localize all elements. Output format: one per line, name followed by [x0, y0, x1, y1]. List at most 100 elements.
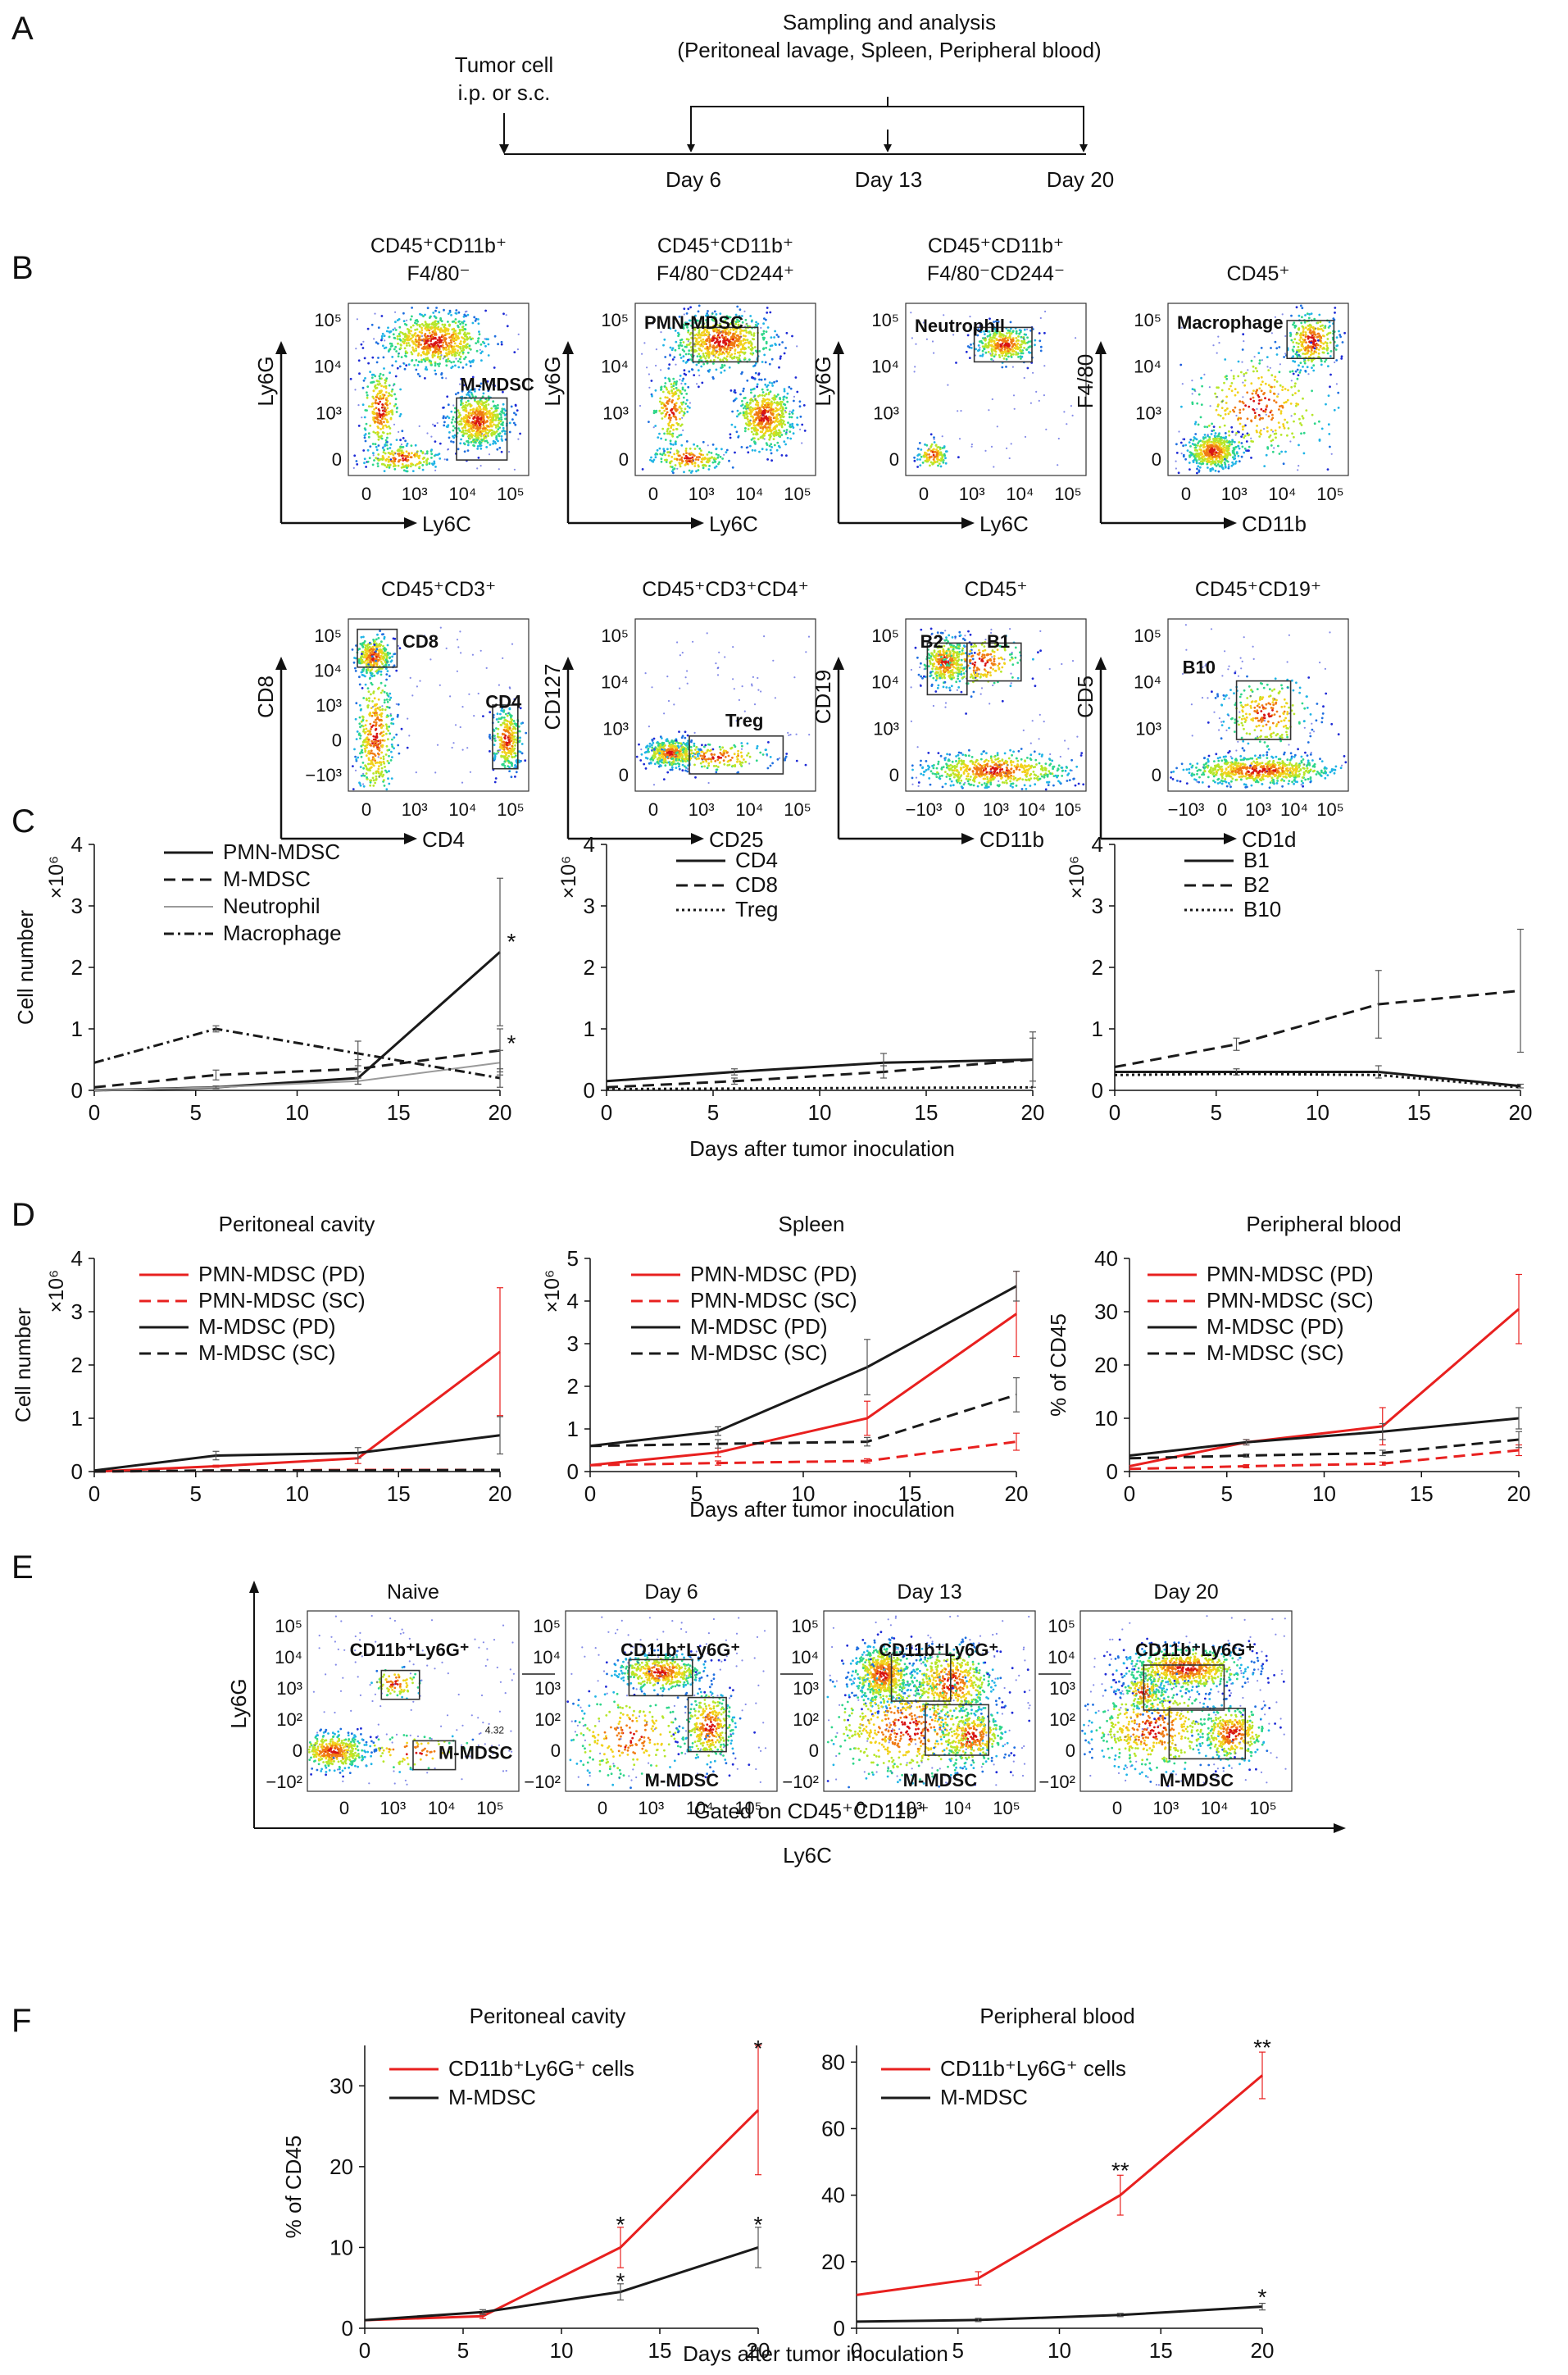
significance-mark: *: [616, 2268, 625, 2294]
y-tick-label: 10²: [276, 1709, 302, 1730]
x-tick-label: 10⁴: [735, 799, 763, 820]
x-tick-label: 10⁵: [1249, 1798, 1277, 1818]
flow-plot-b3: CD45⁺CD11b⁺ F4/80⁻CD244⁻ Neutrophil 10⁵ 10⁴ 1…: [811, 234, 1087, 536]
y-axis-label: CD5: [1073, 676, 1098, 718]
y-tick-label: 10⁵: [601, 626, 629, 646]
y-tick-label: 0: [1107, 1459, 1118, 1484]
gate-label: CD8: [402, 631, 439, 652]
x-tick-label: 10⁴: [1201, 1798, 1229, 1818]
sampling-bracket: [690, 97, 1084, 130]
gate-label: CD4: [485, 692, 522, 712]
y-tick-label: 4: [71, 1246, 83, 1271]
x-tick-label: 10⁴: [735, 484, 763, 504]
y-tick-label: 10⁴: [275, 1647, 302, 1668]
x-tick-label: 10: [285, 1100, 309, 1125]
m-mdsc-label: M-MDSC: [645, 1770, 720, 1790]
y-tick-label: 5: [567, 1246, 579, 1271]
x-tick-label: 15: [1149, 2338, 1173, 2363]
series-line-0: [1129, 1308, 1520, 1467]
y-tick-label: 20: [1094, 1353, 1118, 1377]
series-line-2: [93, 1434, 501, 1472]
x-tick-label: 10⁴: [1018, 799, 1046, 820]
chart-d1: 0 1 2 3 4 0 5 10 15 20 ×10⁶ Cell number Peritoneal c…: [11, 1212, 511, 1506]
y-tick-label: 0: [1152, 449, 1161, 470]
x-tick-label: 0: [339, 1798, 349, 1818]
x-tick-label: 10: [808, 1100, 832, 1125]
x-tick-label: 5: [190, 1100, 202, 1125]
legend-label: M-MDSC: [223, 867, 311, 891]
y-axis-label: Cell number: [11, 1308, 35, 1423]
x-axis-label: Ly6C: [979, 512, 1029, 536]
gate-box: [966, 642, 1022, 682]
gate-box: [628, 1658, 693, 1697]
y-tick-label: 1: [71, 1406, 83, 1431]
y-tick-label: −10²: [524, 1772, 561, 1792]
y-tick-label: 30: [330, 2073, 353, 2098]
x-tick-label: 0: [1109, 1100, 1120, 1125]
legend-label: PMN-MDSC: [223, 839, 340, 864]
y-tick-label: 1: [71, 1017, 83, 1041]
series-line-2: [606, 1085, 1034, 1090]
x-tick-label: 10³: [959, 484, 985, 504]
gate-box: [890, 1654, 952, 1702]
x-axis-label: CD11b: [1242, 512, 1307, 536]
x-tick-label: 0: [1124, 1481, 1135, 1506]
gate-label: CD11b⁺Ly6G⁺: [879, 1640, 998, 1660]
panel-a-timeline: Tumor cell i.p. or s.c. Sampling and ana…: [455, 10, 1114, 192]
y-tick-label: 30: [1094, 1299, 1118, 1324]
y-tick-label: 40: [1094, 1246, 1118, 1271]
chart-c1: 0 1 2 3 4 0 5 10 15 20 ×10⁶ Cell number PMN-MDSC M-MD…: [13, 832, 516, 1125]
y-tick-label: 1: [567, 1417, 579, 1441]
m-mdsc-label: M-MDSC: [439, 1742, 513, 1763]
series-line-2: [1114, 1072, 1521, 1089]
series-line-2: [589, 1285, 1017, 1448]
y-tick-label: 10³: [602, 403, 629, 423]
legend-label: Neutrophil: [223, 894, 320, 918]
y-tick-label: 0: [809, 1740, 819, 1761]
series-line-3: [589, 1393, 1017, 1448]
y-tick-label: 10⁴: [1134, 357, 1161, 377]
y-tick-label: 10⁴: [871, 672, 899, 693]
x-axis-label: CD1d: [1242, 827, 1296, 852]
flow-plot-title: Day 6: [644, 1581, 698, 1604]
chart-title: Spleen: [779, 1212, 845, 1236]
y-tick-label: 10⁴: [1134, 672, 1161, 693]
m-mdsc-label: M-MDSC: [1160, 1770, 1234, 1790]
legend-label: B1: [1243, 848, 1270, 872]
y-exponent: ×10⁶: [45, 1270, 68, 1313]
flow-plot-title: CD45⁺CD11b⁺: [657, 234, 793, 257]
y-tick-label: 2: [584, 955, 595, 980]
x-tick-label: 0: [856, 1798, 866, 1818]
y-tick-label: 10³: [602, 718, 629, 739]
y-tick-label: 40: [821, 2183, 845, 2208]
x-tick-label: −10³: [1168, 799, 1205, 820]
y-arrowhead: [275, 657, 287, 670]
y-tick-label: 0: [889, 449, 899, 470]
y-arrowhead: [833, 341, 844, 354]
x-tick-label: 0: [1217, 799, 1227, 820]
x-tick-label: 15: [648, 2338, 672, 2363]
significance-mark: **: [1253, 2035, 1271, 2060]
gate-label: Treg: [725, 711, 763, 731]
y-tick-label: 10³: [534, 1678, 561, 1699]
y-tick-label: 2: [71, 955, 83, 980]
flow-plot-title: Naive: [387, 1581, 439, 1604]
x-tick-label: 5: [952, 2338, 964, 2363]
flow-plot-title: CD45⁺: [1226, 262, 1289, 285]
y-tick-label: 1: [584, 1017, 595, 1041]
x-tick-label: 10⁵: [784, 799, 811, 820]
flow-plot-e2: Day 6 CD11b⁺Ly6G⁺ M-MDSC 10⁵ 10⁴ 10³ 10² 0 −10² 0…: [524, 1581, 813, 1818]
gate-label: CD11b⁺Ly6G⁺: [620, 1640, 740, 1660]
panel-d-xlabel: Days after tumor inoculation: [689, 1497, 955, 1522]
x-tick-label: 10: [1048, 2338, 1071, 2363]
x-tick-label: 10³: [896, 1798, 922, 1818]
gate-box: [492, 704, 519, 770]
y-tick-label: 80: [821, 2050, 845, 2074]
legend-label: PMN-MDSC (PD): [198, 1262, 366, 1286]
x-tick-label: 20: [747, 2338, 770, 2363]
y-tick-label: 60: [821, 2116, 845, 2141]
x-tick-label: 10⁴: [1006, 484, 1034, 504]
series-line-0: [856, 2074, 1263, 2296]
x-tick-label: 5: [1221, 1481, 1233, 1506]
gate-label: PMN-MDSC: [644, 312, 743, 333]
